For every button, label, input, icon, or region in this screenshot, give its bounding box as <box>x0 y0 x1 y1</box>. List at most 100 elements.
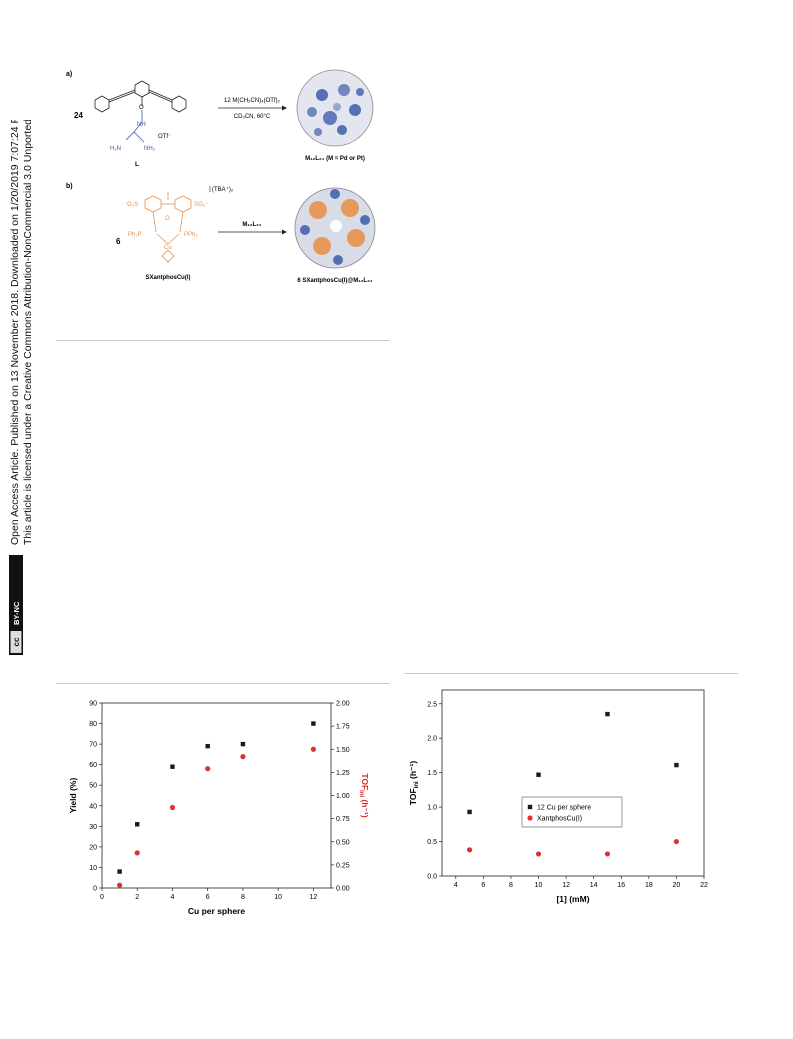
data-point <box>117 882 123 888</box>
y2-tick-label: 0.00 <box>336 886 350 893</box>
cc-badge-text: cc <box>12 637 21 646</box>
ligand-label: L <box>135 161 139 168</box>
x-tick-label: 2 <box>135 894 139 901</box>
tba-counterion: (TBA⁺)₂ <box>212 186 234 193</box>
y-tick-label: 0 <box>93 886 97 893</box>
sxantphos-structure <box>144 192 192 263</box>
reagent-a-bottom: CD₃CN, 60°C <box>234 114 271 120</box>
data-point <box>240 754 246 760</box>
y-axis-label: Yield (%) <box>68 778 78 814</box>
x-tick-label: 8 <box>241 894 245 901</box>
data-point <box>467 809 472 815</box>
data-point <box>205 743 210 749</box>
x-tick-label: 20 <box>673 882 681 889</box>
otf-label: OTf⁻ <box>158 134 171 140</box>
ether-o: O <box>139 105 144 111</box>
data-point <box>673 838 680 845</box>
y-tick-label: 20 <box>89 844 97 851</box>
legend: 12 Cu per sphere XantphosCu(I) <box>521 796 623 828</box>
open-access-notice-svg: Open Access Article. Published on 13 Nov… <box>9 77 34 655</box>
product-a-label: M₁₂L₂₄ (M = Pd or Pt) <box>305 156 365 162</box>
rule-below-scheme <box>56 340 390 341</box>
x-tick-label: 16 <box>617 882 625 889</box>
data-point <box>311 721 316 726</box>
x-tick-label: 18 <box>645 882 653 889</box>
data-point <box>536 772 541 777</box>
data-point <box>310 746 316 752</box>
x-tick-label: 4 <box>171 894 175 901</box>
y-axis-label-unit: (h⁻¹) <box>408 761 418 782</box>
y2-axis-label-sub: ini <box>358 790 364 797</box>
x-tick-label: 6 <box>206 894 210 901</box>
y-tick-label: 80 <box>89 721 97 728</box>
product-b-label: 6 SXantphosCu(I)@M₁₂L₂₄ <box>297 278 372 284</box>
x-tick-label: 22 <box>700 882 708 889</box>
y2-tick-label: 2.00 <box>336 701 350 708</box>
data-point <box>135 822 140 827</box>
so3-left: ⁻O₃S <box>124 202 138 208</box>
x-tick-label: 8 <box>509 882 513 889</box>
data-point <box>134 850 140 856</box>
series-0 <box>117 721 316 874</box>
data-point <box>205 766 211 772</box>
rule-above-chart-right <box>404 673 738 674</box>
y2-axis-label-unit: (h⁻¹) <box>360 797 370 818</box>
y2-tick-label: 1.50 <box>336 747 350 754</box>
data-point <box>240 741 246 747</box>
xanthene-o: O <box>165 216 170 222</box>
y-tick-label: 90 <box>89 701 97 708</box>
x-tick-label: 10 <box>274 894 282 901</box>
y2-tick-label: 0.25 <box>336 862 350 869</box>
y-tick-label: 1.0 <box>427 805 437 812</box>
series-1 <box>117 746 316 888</box>
y2-tick-label: 0.75 <box>336 816 350 823</box>
y2-tick-label: 1.00 <box>336 793 350 800</box>
series-1 <box>466 838 680 857</box>
nh2-label: NH₂ <box>144 146 156 152</box>
scheme-svg: a) 24 O NH H₂N NH₂ OTf⁻ L 12 M(CH₃CN)₄(O… <box>66 69 376 284</box>
reactant-b-label: SXantphosCu(I) <box>146 275 191 281</box>
x-axis-label: [1] (mM) <box>556 894 589 904</box>
legend-entry: XantphosCu(I) <box>537 816 582 823</box>
y-tick-label: 2.5 <box>427 701 437 708</box>
y-tick-label: 40 <box>89 803 97 810</box>
y-tick-label: 70 <box>89 742 97 749</box>
y2-tick-label: 1.25 <box>336 770 350 777</box>
encapsulated-sphere <box>294 187 376 269</box>
panel-b-label: b) <box>66 183 73 190</box>
y-tick-label: 0.0 <box>427 874 437 881</box>
nh-label: NH <box>137 122 146 128</box>
y2-tick-label: 0.50 <box>336 839 350 846</box>
reaction-arrowhead-a <box>282 105 287 111</box>
by-nc-badge-text: BY-NC <box>12 601 21 625</box>
y2-tick-label: 1.75 <box>336 724 350 731</box>
reagent-a-top: 12 M(CH₃CN)₄(OTf)₂ <box>224 98 281 104</box>
cc-license-badge[interactable]: cc BY-NC <box>9 555 23 655</box>
x-tick-label: 12 <box>309 894 317 901</box>
y-axis-label-main: TOF <box>408 788 418 805</box>
panel-a-label: a) <box>66 71 72 78</box>
legend-marker <box>527 804 533 810</box>
y-tick-label: 1.5 <box>427 770 437 777</box>
y-tick-label: 30 <box>89 824 97 831</box>
data-point <box>605 711 610 717</box>
panel-a-count: 24 <box>74 111 83 120</box>
data-point <box>674 762 679 768</box>
y-axis-label: TOFini (h⁻¹) <box>408 761 420 806</box>
rule-above-chart-left <box>56 683 390 684</box>
notice-line-1: Open Access Article. Published on 13 Nov… <box>9 120 21 545</box>
pph2-right: PPh₂ <box>184 232 198 238</box>
data-point <box>169 804 176 811</box>
tof-concentration-chart-svg: 4 6 8 10 12 14 16 18 20 22 0.0 0.5 1.0 1.5 2.0 2.5 [1] (… <box>408 689 708 904</box>
data-point <box>170 764 175 769</box>
x-tick-label: 14 <box>590 882 598 889</box>
x-tick-label: 12 <box>562 882 570 889</box>
data-point <box>466 847 473 853</box>
legend-marker <box>527 815 533 821</box>
open-access-notice: Open Access Article. Published on 13 Nov… <box>2 77 38 660</box>
y-tick-label: 60 <box>89 762 97 769</box>
cu-label: Cu <box>164 245 172 251</box>
plot-frame <box>101 702 332 889</box>
x-tick-label: 4 <box>454 882 458 889</box>
h2n-label: H₂N <box>110 146 121 152</box>
